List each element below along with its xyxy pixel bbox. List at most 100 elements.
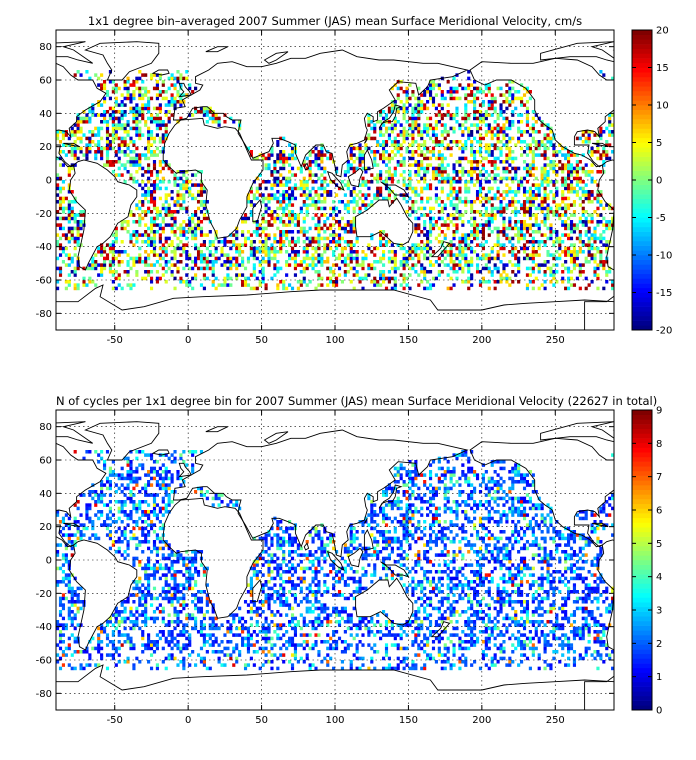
data-cell bbox=[546, 133, 550, 137]
data-cell bbox=[505, 156, 509, 161]
data-cell bbox=[496, 156, 500, 161]
cycles-title: N of cycles per 1x1 degree bin for 2007 … bbox=[56, 394, 658, 408]
data-cell bbox=[249, 273, 253, 277]
data-cell bbox=[487, 126, 491, 131]
data-cell bbox=[276, 180, 280, 184]
data-cell bbox=[305, 213, 309, 217]
data-cell bbox=[88, 136, 92, 141]
data-cell bbox=[484, 200, 488, 204]
data-cell bbox=[414, 126, 418, 131]
data-cell bbox=[144, 256, 148, 261]
data-cell bbox=[505, 96, 509, 101]
data-cell bbox=[575, 250, 579, 254]
data-cell bbox=[241, 216, 245, 221]
data-cell bbox=[528, 170, 532, 174]
data-cell bbox=[520, 180, 524, 184]
data-cell bbox=[58, 156, 63, 161]
data-cell bbox=[261, 153, 265, 157]
data-cell bbox=[167, 206, 171, 211]
data-cell bbox=[490, 133, 494, 137]
data-cell bbox=[147, 200, 151, 204]
data-cell bbox=[517, 113, 521, 117]
data-cell bbox=[478, 136, 483, 141]
coastline bbox=[151, 69, 170, 76]
data-cell bbox=[408, 103, 412, 107]
data-cell bbox=[446, 163, 450, 167]
data-cell bbox=[484, 193, 488, 197]
data-cell bbox=[149, 76, 154, 81]
data-cell bbox=[561, 180, 565, 184]
data-cell bbox=[285, 156, 289, 161]
data-cell bbox=[508, 163, 512, 167]
data-cell bbox=[205, 256, 209, 261]
data-cell bbox=[340, 180, 345, 184]
data-cell bbox=[534, 143, 538, 147]
data-cell bbox=[285, 160, 289, 164]
data-cell bbox=[567, 650, 571, 654]
data-cell bbox=[111, 640, 115, 644]
data-cell bbox=[423, 140, 427, 144]
data-cell bbox=[561, 643, 565, 647]
data-cell bbox=[446, 110, 450, 114]
data-cell bbox=[202, 203, 206, 207]
data-cell bbox=[132, 283, 136, 287]
data-cell bbox=[243, 666, 248, 671]
data-cell bbox=[188, 643, 192, 647]
data-cell bbox=[243, 220, 248, 224]
data-cell bbox=[243, 643, 248, 647]
data-cell bbox=[155, 73, 159, 77]
data-cell bbox=[414, 96, 418, 101]
data-cell bbox=[67, 253, 71, 257]
data-cell bbox=[584, 190, 588, 194]
data-cell bbox=[387, 280, 391, 284]
data-cell bbox=[428, 270, 433, 274]
data-cell bbox=[164, 236, 168, 241]
data-cell bbox=[126, 120, 130, 124]
data-cell bbox=[473, 640, 477, 644]
colorbar-segment bbox=[632, 58, 652, 64]
data-cell bbox=[114, 160, 118, 164]
data-cell bbox=[458, 253, 462, 257]
data-cell bbox=[478, 200, 483, 204]
data-cell bbox=[79, 140, 83, 144]
data-cell bbox=[314, 226, 318, 231]
data-cell bbox=[279, 166, 283, 171]
data-cell bbox=[70, 153, 74, 157]
data-cell bbox=[531, 243, 535, 247]
data-cell bbox=[508, 176, 512, 181]
data-cell bbox=[587, 133, 591, 137]
data-cell bbox=[540, 176, 544, 181]
data-cell bbox=[144, 223, 148, 227]
data-cell bbox=[182, 226, 186, 231]
data-cell bbox=[520, 640, 524, 644]
data-cell bbox=[546, 206, 550, 211]
data-cell bbox=[194, 663, 198, 667]
data-cell bbox=[502, 136, 506, 141]
data-cell bbox=[196, 223, 201, 227]
data-cell bbox=[446, 193, 450, 197]
x-tick-label: 150 bbox=[399, 335, 418, 346]
data-cell bbox=[455, 113, 459, 117]
data-cell bbox=[514, 273, 518, 277]
data-cell bbox=[478, 256, 483, 261]
data-cell bbox=[302, 190, 306, 194]
data-cell bbox=[443, 203, 447, 207]
data-cell bbox=[202, 260, 206, 264]
data-cell bbox=[270, 660, 274, 664]
data-cell bbox=[373, 160, 377, 164]
data-cell bbox=[420, 103, 424, 107]
data-cell bbox=[546, 170, 550, 174]
data-cell bbox=[135, 126, 139, 131]
data-cell bbox=[129, 106, 133, 111]
data-cell bbox=[487, 286, 491, 291]
data-cell bbox=[238, 263, 242, 267]
data-cell bbox=[252, 286, 256, 291]
data-cell bbox=[437, 170, 441, 174]
data-cell bbox=[352, 286, 356, 291]
data-cell bbox=[267, 260, 271, 264]
data-cell bbox=[517, 640, 521, 644]
data-cell bbox=[56, 133, 60, 137]
data-cell bbox=[56, 183, 60, 187]
data-cell bbox=[608, 203, 612, 207]
data-cell bbox=[464, 200, 468, 204]
